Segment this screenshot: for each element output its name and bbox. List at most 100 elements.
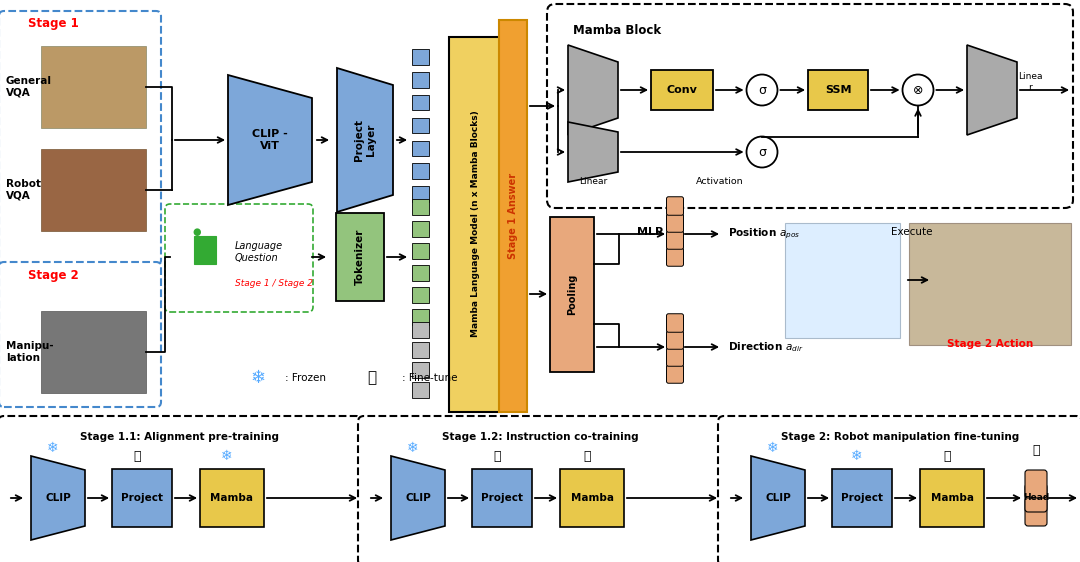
- Text: 🔥: 🔥: [583, 450, 591, 463]
- Bar: [784, 223, 900, 338]
- Text: Position $a_{pos}$: Position $a_{pos}$: [728, 227, 800, 241]
- Bar: [194, 236, 216, 264]
- Text: Execute: Execute: [891, 227, 933, 237]
- FancyBboxPatch shape: [666, 314, 684, 332]
- Bar: [808, 70, 868, 110]
- Text: ❄: ❄: [251, 369, 266, 387]
- Text: σ: σ: [758, 146, 766, 158]
- Text: MLP: MLP: [637, 227, 663, 237]
- Bar: [41, 46, 146, 128]
- Circle shape: [746, 137, 778, 167]
- Text: Stage 1 Answer: Stage 1 Answer: [508, 173, 518, 259]
- Text: Mamba Language Model (n x Mamba Blocks): Mamba Language Model (n x Mamba Blocks): [471, 111, 480, 337]
- Text: Robot
VQA: Robot VQA: [6, 179, 41, 201]
- Polygon shape: [967, 45, 1017, 135]
- Bar: [499, 20, 527, 412]
- Text: CLIP: CLIP: [45, 493, 71, 503]
- Bar: [411, 140, 429, 156]
- Polygon shape: [568, 45, 618, 135]
- Bar: [411, 362, 429, 378]
- FancyBboxPatch shape: [666, 214, 684, 232]
- FancyBboxPatch shape: [666, 248, 684, 266]
- Bar: [411, 118, 429, 133]
- FancyBboxPatch shape: [1025, 484, 1047, 512]
- Bar: [561, 469, 624, 527]
- FancyBboxPatch shape: [1025, 470, 1047, 498]
- Text: Conv: Conv: [666, 85, 698, 95]
- Polygon shape: [337, 68, 393, 212]
- Text: σ: σ: [758, 84, 766, 97]
- Bar: [920, 469, 984, 527]
- Bar: [411, 243, 429, 259]
- Bar: [411, 221, 429, 237]
- Text: Manipu-
lation: Manipu- lation: [6, 341, 54, 363]
- Bar: [651, 70, 713, 110]
- Text: CLIP: CLIP: [765, 493, 791, 503]
- Bar: [449, 37, 501, 411]
- Text: General
VQA: General VQA: [6, 76, 52, 98]
- Text: Project
Layer: Project Layer: [354, 119, 376, 161]
- Text: : Frozen: : Frozen: [285, 373, 326, 383]
- Text: Stage 2: Robot manipulation fine-tuning: Stage 2: Robot manipulation fine-tuning: [781, 432, 1020, 442]
- FancyBboxPatch shape: [666, 348, 684, 366]
- Bar: [41, 149, 146, 231]
- Text: Mamba Block: Mamba Block: [573, 24, 661, 37]
- Bar: [550, 216, 594, 371]
- Bar: [411, 200, 429, 215]
- Text: 🔥: 🔥: [367, 370, 377, 386]
- Text: ⊗: ⊗: [913, 84, 923, 97]
- Text: Stage 2 Action: Stage 2 Action: [947, 339, 1034, 349]
- FancyBboxPatch shape: [666, 197, 684, 215]
- FancyBboxPatch shape: [0, 416, 362, 562]
- Bar: [411, 186, 429, 202]
- Text: 🔥: 🔥: [133, 450, 140, 463]
- Text: Mamba: Mamba: [931, 493, 973, 503]
- FancyBboxPatch shape: [666, 331, 684, 349]
- Text: Stage 1.2: Instruction co-training: Stage 1.2: Instruction co-training: [442, 432, 638, 442]
- Text: ❄: ❄: [851, 449, 863, 463]
- Text: 🔥: 🔥: [494, 450, 501, 463]
- Text: Direction $a_{dir}$: Direction $a_{dir}$: [728, 340, 804, 354]
- Bar: [112, 469, 172, 527]
- Text: Activation: Activation: [697, 178, 744, 187]
- Text: Pooling: Pooling: [567, 273, 577, 315]
- Bar: [411, 382, 429, 398]
- Bar: [411, 322, 429, 338]
- Polygon shape: [751, 456, 805, 540]
- Text: : Fine-tune: : Fine-tune: [402, 373, 458, 383]
- Polygon shape: [391, 456, 445, 540]
- Bar: [411, 95, 429, 110]
- FancyBboxPatch shape: [666, 365, 684, 383]
- Text: Language
Question: Language Question: [235, 241, 283, 263]
- Text: Stage 1 / Stage 2: Stage 1 / Stage 2: [235, 279, 313, 288]
- Text: Mamba: Mamba: [570, 493, 613, 503]
- FancyBboxPatch shape: [357, 416, 723, 562]
- Text: Linea
r: Linea r: [1017, 72, 1042, 92]
- Text: Project: Project: [121, 493, 163, 503]
- Bar: [411, 72, 429, 88]
- Text: Stage 1.1: Alignment pre-training: Stage 1.1: Alignment pre-training: [81, 432, 280, 442]
- FancyBboxPatch shape: [718, 416, 1080, 562]
- Text: Head: Head: [1023, 493, 1049, 502]
- Bar: [411, 49, 429, 65]
- Text: ❄: ❄: [767, 441, 779, 455]
- FancyBboxPatch shape: [666, 231, 684, 250]
- Text: Stage 2: Stage 2: [28, 270, 79, 283]
- Bar: [41, 311, 146, 393]
- Bar: [411, 287, 429, 303]
- Bar: [411, 265, 429, 281]
- FancyBboxPatch shape: [1025, 498, 1047, 526]
- Bar: [336, 213, 384, 301]
- Text: 🔥: 🔥: [1032, 443, 1040, 456]
- Bar: [200, 469, 264, 527]
- Bar: [832, 469, 892, 527]
- Text: Project: Project: [481, 493, 523, 503]
- Text: ❄: ❄: [221, 449, 233, 463]
- Text: 🔥: 🔥: [943, 450, 950, 463]
- Text: Linear: Linear: [579, 178, 607, 187]
- Text: Project: Project: [841, 493, 883, 503]
- Text: SSM: SSM: [825, 85, 851, 95]
- Text: ❄: ❄: [48, 441, 58, 455]
- Bar: [411, 342, 429, 358]
- Bar: [411, 164, 429, 179]
